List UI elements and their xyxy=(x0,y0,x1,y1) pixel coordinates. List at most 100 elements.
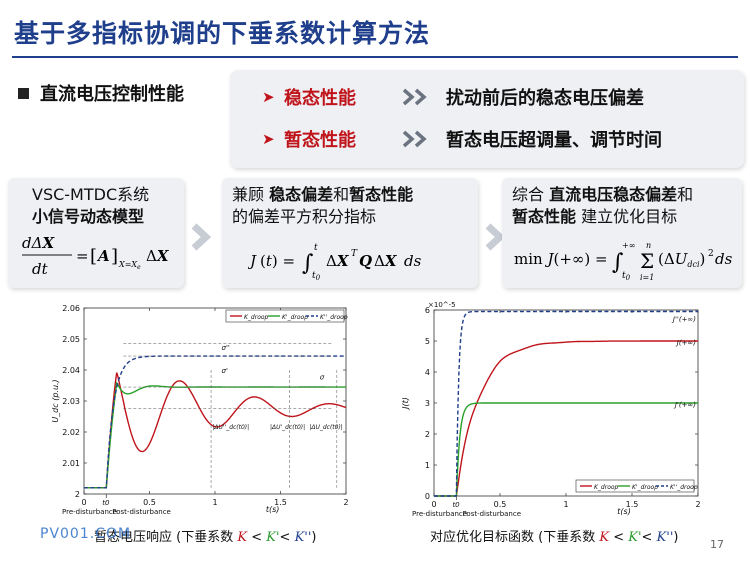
y-tick-label: 0 xyxy=(425,492,430,501)
annotation-sigma1: σ' xyxy=(222,367,228,375)
card-model-line1: VSC-MTDC系统 xyxy=(32,185,150,204)
annotation-du2: |ΔU''_dc(t0)| xyxy=(212,424,249,431)
double-chevron-icon xyxy=(402,130,427,148)
svg-text:dt: dt xyxy=(32,260,49,278)
x-axis-label: t(s) xyxy=(266,505,280,514)
caption-left: 暂态电压响应 (下垂系数 K < K'< K'') xyxy=(94,530,317,545)
legend-label: K''_droop xyxy=(320,314,348,321)
card-objective: 综合 直流电压稳态偏差和 暂态性能 建立优化目标 xyxy=(502,178,742,288)
svg-text:t: t xyxy=(314,243,318,253)
y-tick-label: 2.01 xyxy=(62,459,80,468)
svg-text:(ΔUdci): (ΔUdci) xyxy=(658,250,705,269)
svg-text:+∞: +∞ xyxy=(622,241,635,250)
svg-text:(t) =: (t) = xyxy=(260,252,295,270)
series-end-label: J''(+∞) xyxy=(671,316,696,324)
legend-label: K_droop xyxy=(244,314,269,321)
arrow-right-icon: ➤ xyxy=(262,130,275,148)
svg-text:[: [ xyxy=(90,246,97,267)
card-objective-line2: 暂态性能 建立优化目标 xyxy=(512,207,678,226)
y-axis-label: J(t) xyxy=(401,397,410,411)
t0-label: t0 xyxy=(452,501,460,509)
optimization-objective-formula: min J(+∞) = ∫ +∞ t0 Σ n i=1 (ΔUdci) 2 ds xyxy=(514,241,733,282)
series-line xyxy=(84,355,347,489)
series-line xyxy=(434,402,698,497)
svg-text:2: 2 xyxy=(708,249,714,259)
y-tick-label: 2 xyxy=(75,490,80,499)
card-index-line1: 兼顾 稳态偏差和暂态性能 xyxy=(232,185,414,204)
x-tick-label: 1 xyxy=(563,500,568,509)
y-tick-label: 2.06 xyxy=(62,304,80,313)
metric-row-steady: ➤ 稳态性能 扰动前后的稳态电压偏差 xyxy=(262,82,644,112)
page-number: 17 xyxy=(710,538,724,551)
metric-row-transient: ➤ 暂态性能 暂态电压超调量、调节时间 xyxy=(262,124,662,154)
x-axis-label: t(s) xyxy=(617,507,631,516)
annotation-du: |ΔU_dc(t0)| xyxy=(309,424,343,431)
legend-box xyxy=(575,479,695,493)
annotation-sigma2: σ'' xyxy=(222,344,230,352)
x-tick-label: 2 xyxy=(343,498,348,507)
watermark: PV001.COM xyxy=(40,526,132,542)
annotation-du1: |ΔU'_dc(t0)| xyxy=(270,424,305,431)
series-end-label: J(+∞) xyxy=(675,339,696,347)
x-tick-label: 0.5 xyxy=(494,500,507,509)
metric-label: 暂态性能 xyxy=(284,130,356,151)
series-end-label: J'(+∞) xyxy=(673,401,696,409)
section-label: 直流电压控制性能 xyxy=(40,84,184,105)
slide-title: 基于多指标协调的下垂系数计算方法 xyxy=(14,19,431,48)
title-underline xyxy=(12,56,738,58)
svg-text:J: J xyxy=(248,252,257,270)
metric-label: 稳态性能 xyxy=(284,88,356,109)
x-tick-label: 1.5 xyxy=(274,498,287,507)
flow-arrow-icon xyxy=(485,223,506,251)
metric-description: 扰动前后的稳态电压偏差 xyxy=(446,88,644,109)
svg-text:=: = xyxy=(76,247,89,265)
integral-index-formula: J (t) = ∫ t t0 ΔX T Q ΔX ds xyxy=(248,243,422,282)
metrics-panel: ➤ 稳态性能 扰动前后的稳态电压偏差 ➤ 暂态性能 暂态电压超调量、调节时间 xyxy=(230,70,744,168)
card-model-line2: 小信号动态模型 xyxy=(32,207,145,226)
card-model: VSC-MTDC系统 小信号动态模型 xyxy=(8,178,184,288)
legend-label: K''_droop xyxy=(670,484,698,491)
caption-right: 对应优化目标函数 (下垂系数 K < K'< K'') xyxy=(430,530,679,545)
y-tick-label: 2.04 xyxy=(62,366,80,375)
card-objective-line1: 综合 直流电压稳态偏差和 xyxy=(512,185,694,204)
svg-text:ds: ds xyxy=(715,250,733,268)
svg-text:dΔX: dΔX xyxy=(22,234,55,252)
metric-description: 暂态电压超调量、调节时间 xyxy=(446,130,662,151)
x-tick-label: 0 xyxy=(431,500,436,509)
card-index-line2: 的偏差平方积分指标 xyxy=(232,207,377,226)
svg-text:ΔX: ΔX xyxy=(146,247,170,265)
post-disturbance-label: Post-disturbance xyxy=(462,510,521,518)
svg-text:i=1: i=1 xyxy=(640,273,654,282)
svg-text:Σ: Σ xyxy=(640,249,654,273)
square-bullet-icon xyxy=(18,88,29,99)
svg-text:T: T xyxy=(351,249,358,259)
legend-box xyxy=(225,309,345,323)
y-tick-label: 2 xyxy=(425,430,430,439)
state-space-formula: dΔX dt = [ A ] X=Xe ΔX xyxy=(22,234,170,278)
svg-text:n: n xyxy=(646,241,651,250)
x-tick-label: 0 xyxy=(81,498,86,507)
arrow-right-icon: ➤ xyxy=(262,88,275,106)
svg-text:ΔX: ΔX xyxy=(374,252,398,270)
objective-function-chart: 0 1 2 3 4 5 6 0 0.5 1 1.5 2 t(s) J(t) t0Pre-disturbanc… xyxy=(401,301,701,518)
y-tick-label: 2.05 xyxy=(62,335,80,344)
legend-label: K'_droop xyxy=(282,314,308,321)
y-axis-label: U_dc (p.u.) xyxy=(51,379,60,422)
svg-text:]: ] xyxy=(111,246,118,267)
svg-text:ds: ds xyxy=(404,252,422,270)
double-chevron-icon xyxy=(402,88,427,106)
y-tick-label: 2.03 xyxy=(62,397,80,406)
x-tick-label: 1.5 xyxy=(626,500,639,509)
exponent-label: ×10^-5 xyxy=(428,301,456,309)
series-line xyxy=(434,310,698,497)
y-tick-label: 2.02 xyxy=(62,428,80,437)
series-line xyxy=(434,340,698,497)
legend-label: K'_droop xyxy=(632,484,658,491)
y-tick-label: 6 xyxy=(425,306,430,315)
svg-text:t0: t0 xyxy=(312,271,321,282)
legend-label: K_droop xyxy=(594,484,619,491)
svg-text:ΔX: ΔX xyxy=(326,252,350,270)
y-tick-label: 3 xyxy=(425,399,430,408)
svg-text:t0: t0 xyxy=(622,271,631,282)
svg-text:min J(+∞) =: min J(+∞) = xyxy=(514,250,608,268)
